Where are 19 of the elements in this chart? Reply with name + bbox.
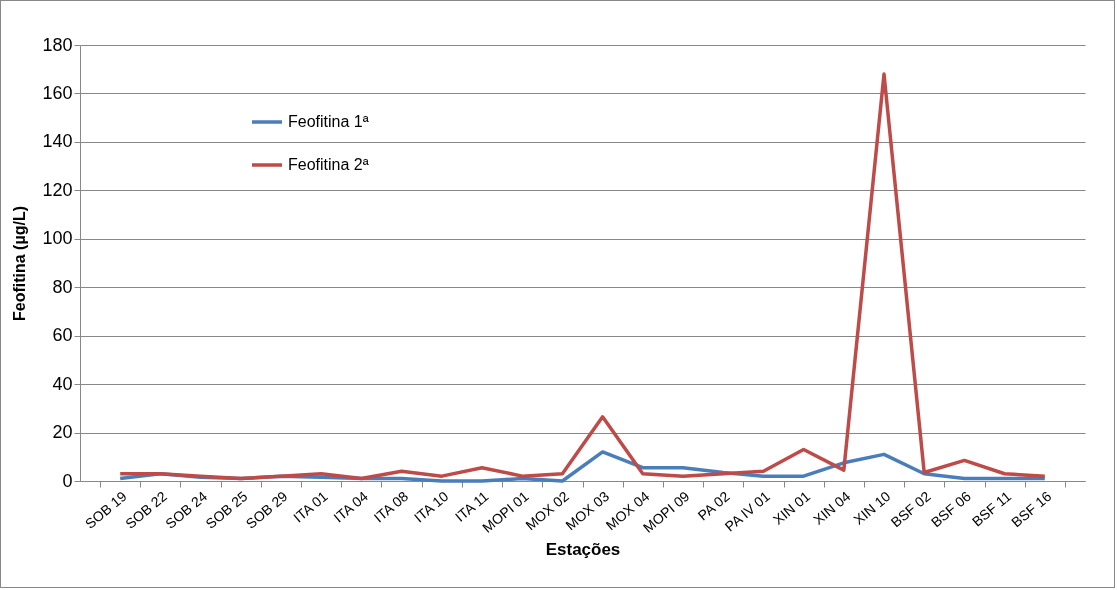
y-tick-label: 160 [42,82,73,103]
x-tick-label: ITA 10 [410,487,452,526]
y-tick-label: 80 [52,276,73,297]
x-tick-label: ITA 04 [330,487,372,526]
y-tick-label: 140 [42,131,73,152]
line-series [118,72,1047,481]
x-axis-title: Estações [545,539,621,559]
x-tick-label: ITA 08 [370,487,412,526]
y-tick-label: 20 [52,422,73,443]
legend-label: Feofitina 1ª [288,113,369,130]
y-tick-label: 180 [42,34,73,55]
legend-label: Feofitina 2ª [288,156,369,173]
y-axis-title: Feofitina (µg/L) [11,206,29,321]
y-tick-label: 60 [52,325,73,346]
x-tick-label: ITA 01 [290,487,331,526]
y-tick-label: 120 [42,179,73,200]
y-tick-label: 100 [42,228,73,249]
y-tick-label: 40 [52,373,73,394]
y-tick-label: 0 [62,470,73,491]
